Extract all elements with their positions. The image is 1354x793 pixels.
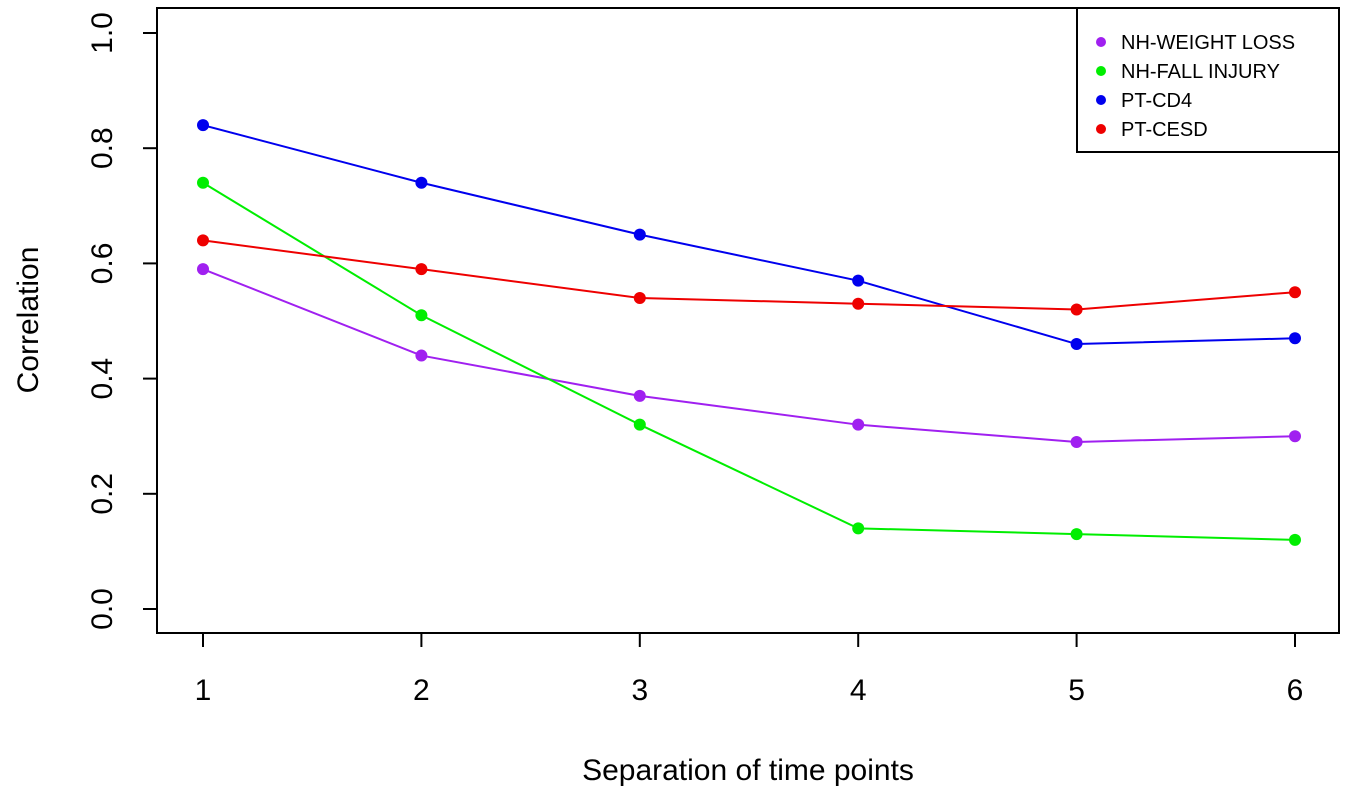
series-line-0	[202, 268, 1296, 443]
series-line-1	[202, 181, 1296, 541]
series-line-3	[202, 239, 1296, 311]
data-point	[852, 418, 865, 431]
plot-frame	[156, 7, 1340, 634]
data-point	[852, 522, 865, 535]
y-tick-label: 1.0	[86, 12, 119, 54]
data-point	[415, 263, 428, 276]
y-tick-label: 0.4	[86, 358, 119, 400]
y-axis: 0.0 0.2 0.4 0.6 0.8 1.0	[86, 12, 157, 630]
series-layer	[197, 119, 1301, 546]
x-axis: 1 2 3 4 5 6	[195, 633, 1304, 707]
legend: NH-WEIGHT LOSS NH-FALL INJURY PT-CD4 PT-CES…	[1076, 7, 1340, 153]
data-point	[633, 228, 646, 241]
data-point	[852, 297, 865, 310]
y-tick-label: 0.8	[86, 127, 119, 169]
y-tick-label: 0.2	[86, 473, 119, 515]
legend-marker	[1096, 124, 1106, 134]
data-point	[415, 176, 428, 189]
y-axis-title: Correlation	[12, 247, 45, 394]
data-point	[197, 119, 209, 132]
data-point	[197, 234, 209, 247]
legend-marker	[1096, 95, 1106, 105]
x-tick-label: 2	[413, 674, 430, 707]
legend-label: NH-WEIGHT LOSS	[1121, 32, 1295, 54]
x-tick-label: 1	[195, 674, 212, 707]
legend-label: PT-CD4	[1121, 90, 1192, 112]
legend-box	[1076, 7, 1340, 153]
data-point	[852, 274, 865, 287]
data-point	[415, 309, 428, 322]
y-tick-label: 0.0	[86, 588, 119, 630]
data-point	[1289, 533, 1301, 546]
data-point	[1070, 338, 1083, 351]
data-point	[633, 291, 646, 304]
data-point	[1070, 303, 1083, 316]
x-tick-label: 5	[1068, 674, 1085, 707]
legend-marker	[1096, 37, 1106, 47]
data-point	[1070, 435, 1083, 448]
data-point	[1070, 528, 1083, 541]
series-line-2	[202, 124, 1296, 346]
legend-label: NH-FALL INJURY	[1121, 61, 1280, 83]
x-tick-label: 6	[1287, 674, 1304, 707]
x-tick-label: 3	[631, 674, 648, 707]
data-point	[1289, 430, 1301, 443]
data-point	[1289, 286, 1301, 299]
data-point	[197, 176, 209, 189]
x-axis-title: Separation of time points	[582, 754, 914, 787]
legend-marker	[1096, 66, 1106, 76]
data-point	[633, 418, 646, 431]
data-point	[1289, 332, 1301, 345]
data-point	[415, 349, 428, 362]
x-tick-label: 4	[850, 674, 867, 707]
y-tick-label: 0.6	[86, 243, 119, 285]
data-point	[633, 389, 646, 402]
data-point	[197, 263, 209, 276]
legend-label: PT-CESD	[1121, 119, 1208, 141]
